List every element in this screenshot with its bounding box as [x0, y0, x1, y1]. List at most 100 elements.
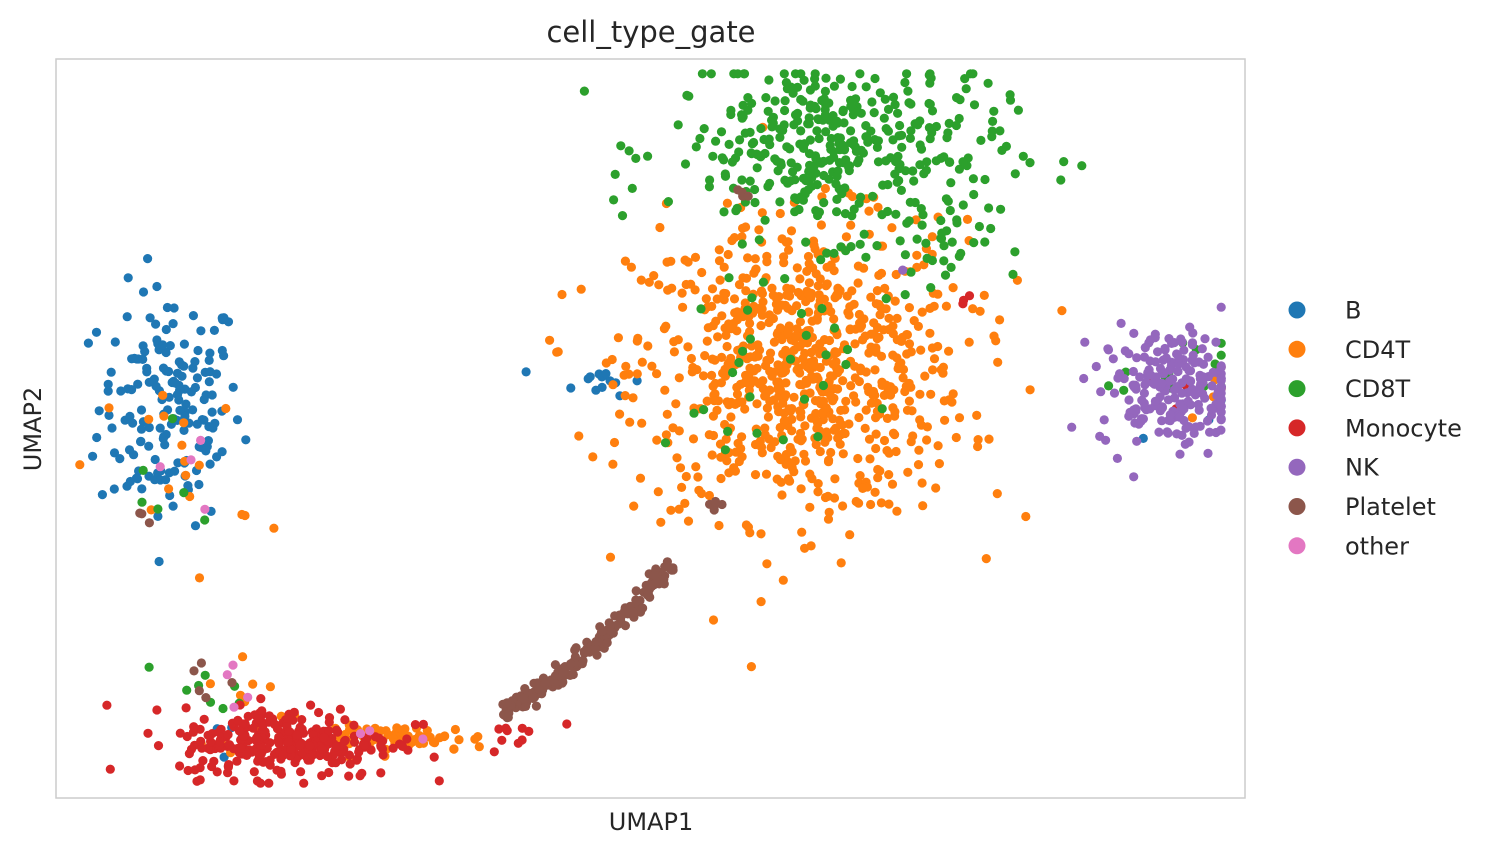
point-cd4t: [890, 407, 900, 417]
point-cd4t: [892, 353, 902, 363]
point-b: [161, 324, 171, 335]
point-cd8t: [785, 144, 795, 154]
point-cd8t: [778, 435, 788, 445]
point-cd4t: [908, 431, 918, 441]
point-platelet: [631, 586, 641, 596]
point-platelet: [649, 570, 659, 580]
point-cd8t: [961, 84, 971, 94]
point-platelet: [521, 701, 531, 712]
point-cd4t: [729, 294, 740, 304]
point-cd4t: [828, 359, 838, 369]
point-cd8t: [689, 408, 699, 418]
point-cd4t: [769, 395, 779, 405]
point-cd4t: [799, 449, 809, 459]
point-b: [199, 415, 209, 425]
point-cd8t: [814, 133, 824, 144]
point-b: [144, 422, 154, 433]
point-b: [104, 410, 114, 420]
point-cd4t: [846, 381, 856, 391]
point-nk: [1193, 399, 1203, 410]
point-b: [142, 367, 152, 377]
point-cd8t: [839, 145, 850, 155]
point-nk: [1175, 449, 1185, 459]
point-cd4t: [683, 516, 694, 526]
point-cd8t: [800, 187, 810, 197]
point-platelet: [606, 627, 617, 637]
point-cd8t: [841, 359, 851, 370]
point-cd8t: [821, 73, 831, 83]
legend-marker: [1288, 301, 1306, 319]
point-cd4t: [781, 378, 791, 388]
point-cd4t: [941, 301, 952, 311]
point-monocyte: [513, 738, 523, 748]
point-b: [591, 385, 601, 395]
point-nk: [1173, 366, 1183, 377]
point-cd4t: [915, 389, 925, 399]
point-cd4t: [688, 434, 699, 444]
point-cd8t: [779, 69, 789, 79]
point-nk: [1136, 416, 1146, 426]
point-cd4t: [653, 487, 663, 497]
point-cd4t: [177, 440, 187, 450]
point-platelet: [144, 518, 154, 528]
point-b: [151, 381, 161, 391]
point-monocyte: [256, 749, 266, 759]
point-cd8t: [954, 113, 964, 124]
point-monocyte: [175, 761, 185, 771]
point-cd4t: [164, 484, 174, 494]
point-cd4t: [845, 325, 855, 335]
point-cd4t: [938, 368, 948, 378]
point-b: [144, 441, 154, 451]
point-cd8t: [1001, 141, 1012, 151]
point-monocyte: [958, 299, 968, 309]
point-nk: [1181, 374, 1191, 384]
point-cd4t: [673, 335, 683, 345]
point-cd4t: [927, 343, 938, 353]
point-cd8t: [817, 95, 827, 106]
point-cd4t: [625, 417, 635, 427]
point-cd4t: [854, 498, 864, 508]
point-cd4t: [904, 378, 914, 388]
point-cd8t: [944, 118, 954, 128]
point-monocyte: [314, 707, 324, 718]
point-cd4t: [752, 363, 762, 373]
point-cd4t: [694, 485, 704, 495]
point-cd4t: [707, 370, 717, 380]
point-cd4t: [866, 292, 876, 302]
point-cd8t: [831, 179, 841, 189]
point-cd8t: [954, 164, 965, 174]
point-cd4t: [777, 234, 787, 244]
point-cd8t: [829, 248, 839, 258]
point-platelet: [568, 669, 578, 680]
point-monocyte: [297, 715, 307, 725]
point-cd4t: [707, 301, 717, 311]
point-b: [162, 302, 172, 313]
point-platelet: [196, 658, 206, 668]
point-cd4t: [826, 447, 836, 458]
point-cd4t: [637, 357, 647, 367]
point-nk: [1132, 353, 1142, 363]
point-cd8t: [927, 255, 938, 266]
point-nk: [1185, 366, 1196, 376]
point-monocyte: [359, 740, 369, 750]
point-b: [109, 484, 119, 494]
point-cd4t: [691, 462, 701, 472]
point-monocyte: [143, 728, 153, 738]
point-cd8t: [760, 215, 770, 225]
point-monocyte: [256, 694, 266, 704]
point-nk: [1137, 395, 1147, 405]
point-cd4t: [813, 281, 823, 291]
point-b: [179, 425, 189, 435]
point-platelet: [550, 660, 561, 670]
point-b: [232, 415, 243, 425]
point-monocyte: [289, 707, 299, 717]
point-cd4t: [750, 254, 760, 264]
point-platelet: [667, 565, 677, 575]
point-monocyte: [345, 759, 355, 769]
point-cd4t: [194, 460, 204, 470]
point-monocyte: [223, 761, 233, 771]
point-cd4t: [947, 397, 957, 407]
point-monocyte: [354, 747, 364, 757]
point-cd4t: [872, 286, 883, 296]
point-cd8t: [877, 404, 887, 414]
